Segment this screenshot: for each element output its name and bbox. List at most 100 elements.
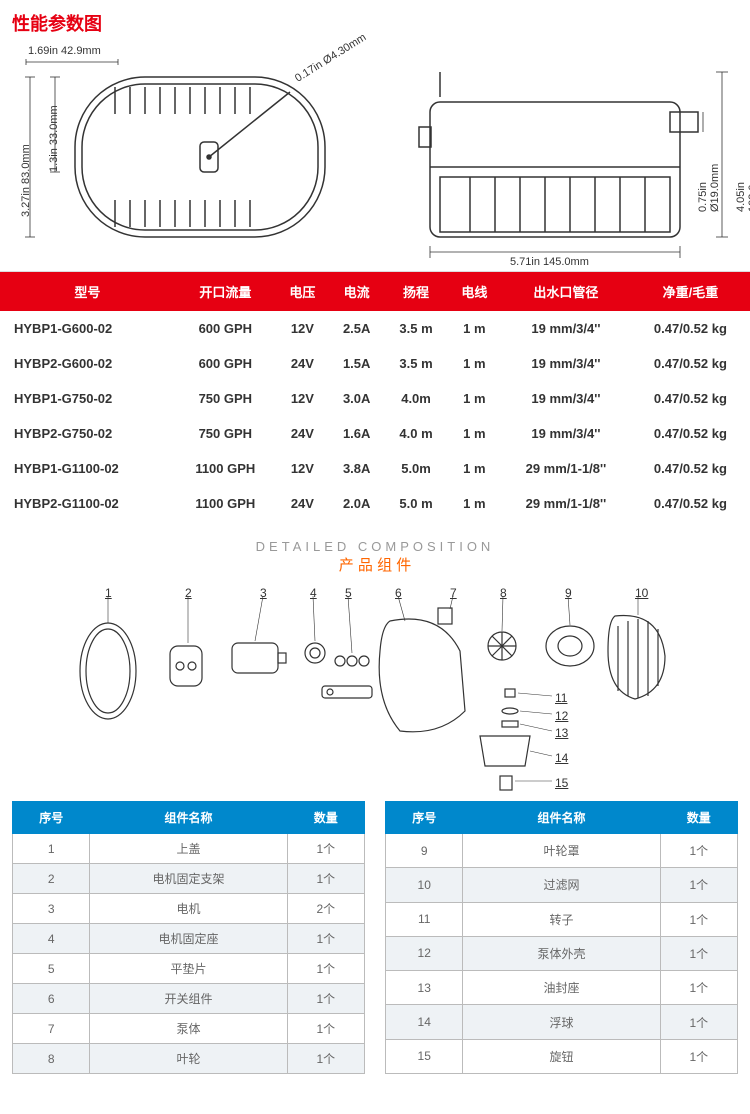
comp-cell: 电机固定支架: [90, 864, 287, 894]
spec-cell: 0.47/0.52 kg: [631, 311, 750, 346]
spec-row: HYBP1-G750-02750 GPH12V3.0A4.0m1 m19 mm/…: [0, 381, 750, 416]
spec-cell: 3.5 m: [384, 346, 447, 381]
spec-header: 出水口管径: [501, 272, 631, 311]
spec-cell: 600 GPH: [175, 346, 276, 381]
spec-cell: 24V: [276, 486, 329, 521]
comp-cell: 1个: [287, 1014, 364, 1044]
comp-cell: 7: [13, 1014, 90, 1044]
part-number-label: 5: [345, 586, 352, 600]
spec-cell: 24V: [276, 346, 329, 381]
dimension-diagram: 1.69in 42.9mm 0.17in Ø4.30mm 3.27in 83.0…: [0, 42, 750, 272]
comp-cell: 11: [386, 902, 463, 936]
comp-cell: 叶轮: [90, 1044, 287, 1074]
part-number-label: 14: [555, 751, 568, 765]
part-number-label: 10: [635, 586, 648, 600]
comp-cell: 3: [13, 894, 90, 924]
comp-header: 组件名称: [463, 802, 660, 834]
spec-row: HYBP2-G1100-021100 GPH24V2.0A5.0 m1 m29 …: [0, 486, 750, 521]
comp-cell: 转子: [463, 902, 660, 936]
spec-cell: 12V: [276, 381, 329, 416]
comp-cell: 2个: [287, 894, 364, 924]
comp-cell: 2: [13, 864, 90, 894]
spec-cell: 0.47/0.52 kg: [631, 451, 750, 486]
spec-header: 型号: [0, 272, 175, 311]
spec-cell: 1 m: [448, 416, 501, 451]
spec-cell: 3.8A: [329, 451, 384, 486]
spec-cell: HYBP2-G1100-02: [0, 486, 175, 521]
comp-cell: 4: [13, 924, 90, 954]
exploded-diagram: 123456789101112131415: [0, 581, 750, 801]
spec-cell: 29 mm/1-1/8'': [501, 451, 631, 486]
comp-header: 数量: [287, 802, 364, 834]
spec-cell: HYBP2-G600-02: [0, 346, 175, 381]
spec-cell: 1 m: [448, 451, 501, 486]
comp-cell: 1个: [287, 834, 364, 864]
comp-cell: 1个: [660, 868, 737, 902]
comp-cell: 1个: [660, 902, 737, 936]
comp-cell: 12: [386, 936, 463, 970]
spec-cell: 0.47/0.52 kg: [631, 346, 750, 381]
comp-cell: 叶轮罩: [463, 834, 660, 868]
part-number-label: 15: [555, 776, 568, 790]
comp-cell: 5: [13, 954, 90, 984]
comp-row: 4电机固定座1个: [13, 924, 365, 954]
part-number-label: 8: [500, 586, 507, 600]
comp-row: 5平垫片1个: [13, 954, 365, 984]
spec-header: 电压: [276, 272, 329, 311]
part-number-label: 11: [555, 691, 567, 705]
comp-cell: 15: [386, 1039, 463, 1073]
spec-table: 型号开口流量电压电流扬程电线出水口管径净重/毛重 HYBP1-G600-0260…: [0, 272, 750, 521]
spec-cell: 1 m: [448, 486, 501, 521]
part-number-label: 7: [450, 586, 457, 600]
spec-cell: HYBP2-G750-02: [0, 416, 175, 451]
comp-row: 9叶轮罩1个: [386, 834, 738, 868]
spec-cell: 0.47/0.52 kg: [631, 416, 750, 451]
comp-row: 15旋钮1个: [386, 1039, 738, 1073]
spec-header: 扬程: [384, 272, 447, 311]
spec-row: HYBP1-G600-02600 GPH12V2.5A3.5 m1 m19 mm…: [0, 311, 750, 346]
spec-cell: HYBP1-G1100-02: [0, 451, 175, 486]
dim-left-inner: 1.3in 33.0mm: [48, 105, 60, 172]
comp-cell: 油封座: [463, 971, 660, 1005]
section-title-zh: 产 品 组 件: [0, 554, 750, 575]
dim-top-left: 1.69in 42.9mm: [28, 45, 101, 57]
comp-cell: 10: [386, 868, 463, 902]
comp-cell: 电机固定座: [90, 924, 287, 954]
spec-cell: 1100 GPH: [175, 451, 276, 486]
comp-cell: 泵体外壳: [463, 936, 660, 970]
dim-left-outer: 3.27in 83.0mm: [20, 144, 32, 217]
spec-cell: 19 mm/3/4'': [501, 346, 631, 381]
comp-cell: 平垫片: [90, 954, 287, 984]
spec-cell: 2.0A: [329, 486, 384, 521]
comp-row: 6开关组件1个: [13, 984, 365, 1014]
comp-cell: 电机: [90, 894, 287, 924]
spec-cell: 1 m: [448, 346, 501, 381]
spec-cell: 1100 GPH: [175, 486, 276, 521]
spec-cell: 600 GPH: [175, 311, 276, 346]
spec-cell: 19 mm/3/4'': [501, 416, 631, 451]
comp-cell: 1个: [660, 971, 737, 1005]
comp-header: 序号: [386, 802, 463, 834]
spec-header: 开口流量: [175, 272, 276, 311]
comp-row: 11转子1个: [386, 902, 738, 936]
comp-cell: 1个: [287, 864, 364, 894]
spec-row: HYBP2-G750-02750 GPH24V1.6A4.0 m1 m19 mm…: [0, 416, 750, 451]
comp-header: 数量: [660, 802, 737, 834]
section-title-en: DETAILED COMPOSITION: [0, 539, 750, 554]
comp-cell: 浮球: [463, 1005, 660, 1039]
comp-cell: 1个: [287, 954, 364, 984]
comp-row: 10过滤网1个: [386, 868, 738, 902]
spec-row: HYBP2-G600-02600 GPH24V1.5A3.5 m1 m19 mm…: [0, 346, 750, 381]
comp-cell: 1个: [287, 1044, 364, 1074]
part-number-label: 2: [185, 586, 192, 600]
comp-cell: 8: [13, 1044, 90, 1074]
comp-header: 组件名称: [90, 802, 287, 834]
page-title: 性能参数图: [0, 0, 750, 42]
spec-cell: 0.47/0.52 kg: [631, 486, 750, 521]
component-table-left: 序号组件名称数量 1上盖1个2电机固定支架1个3电机2个4电机固定座1个5平垫片…: [12, 801, 365, 1074]
spec-cell: 4.0m: [384, 381, 447, 416]
part-number-label: 6: [395, 586, 402, 600]
component-tables: 序号组件名称数量 1上盖1个2电机固定支架1个3电机2个4电机固定座1个5平垫片…: [0, 801, 750, 1086]
spec-header: 电流: [329, 272, 384, 311]
comp-cell: 1: [13, 834, 90, 864]
